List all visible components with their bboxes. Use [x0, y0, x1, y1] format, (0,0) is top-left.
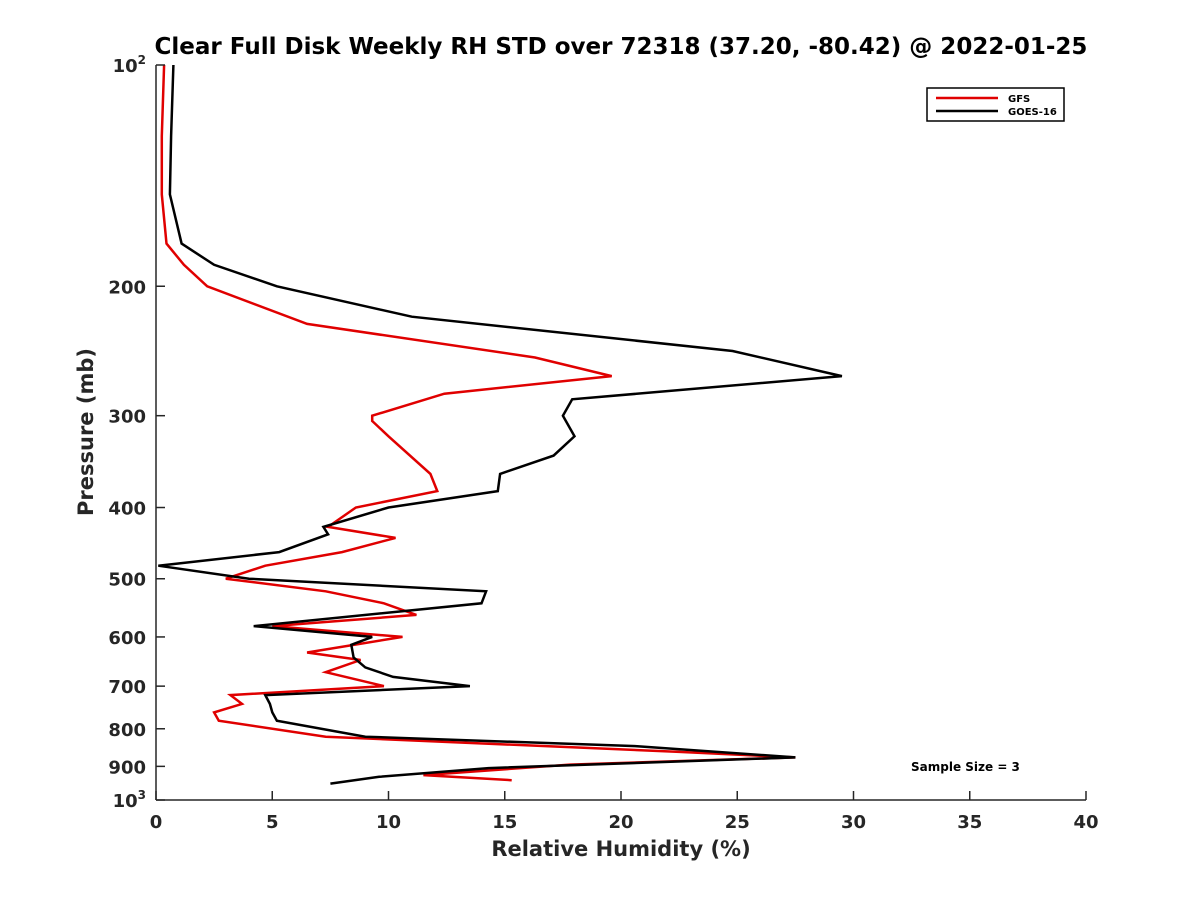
y-tick-exponent: 2	[138, 53, 146, 67]
y-tick-base: 10	[113, 791, 138, 812]
series-layer	[158, 64, 843, 785]
y-tick-exponent: 3	[138, 788, 146, 802]
y-tick-label: 800	[108, 720, 146, 741]
x-tick-label: 0	[150, 812, 163, 833]
sample-size-annotation: Sample Size = 3	[911, 760, 1020, 774]
y-tick-label: 700	[108, 677, 146, 698]
y-tick-label: 300	[108, 407, 146, 428]
legend: GFS GOES-16	[926, 87, 1065, 122]
y-tick-label: 103	[113, 788, 146, 812]
legend-box	[926, 87, 1065, 122]
x-tick-label: 35	[957, 812, 982, 833]
chart-title: Clear Full Disk Weekly RH STD over 72318…	[155, 34, 1088, 60]
x-axis-label: Relative Humidity (%)	[491, 837, 750, 861]
legend-label: GOES-16	[1008, 107, 1057, 118]
y-tick-label: 102	[113, 53, 146, 77]
axes-layer	[155, 65, 1086, 801]
x-tick-label: 40	[1073, 812, 1098, 833]
y-tick-base: 10	[113, 56, 138, 77]
x-tick-label: 30	[841, 812, 866, 833]
x-tick-label: 10	[376, 812, 401, 833]
x-tick-label: 5	[266, 812, 279, 833]
y-tick-label: 900	[108, 757, 146, 778]
ticks-layer: 0 5 10 15 20 25 30 35 40102200300400500600700800…	[108, 53, 1098, 833]
legend-label: GFS	[1008, 94, 1030, 105]
series-line-gfs	[160, 64, 796, 782]
y-tick-label: 200	[108, 277, 146, 298]
y-tick-label: 400	[108, 499, 146, 520]
x-tick-label: 20	[608, 812, 633, 833]
y-tick-label: 500	[108, 570, 146, 591]
x-tick-label: 25	[725, 812, 750, 833]
y-axis-label: Pressure (mb)	[74, 348, 98, 516]
x-tick-label: 15	[492, 812, 517, 833]
y-tick-label: 600	[108, 628, 146, 649]
series-line-goes-16	[158, 64, 843, 785]
